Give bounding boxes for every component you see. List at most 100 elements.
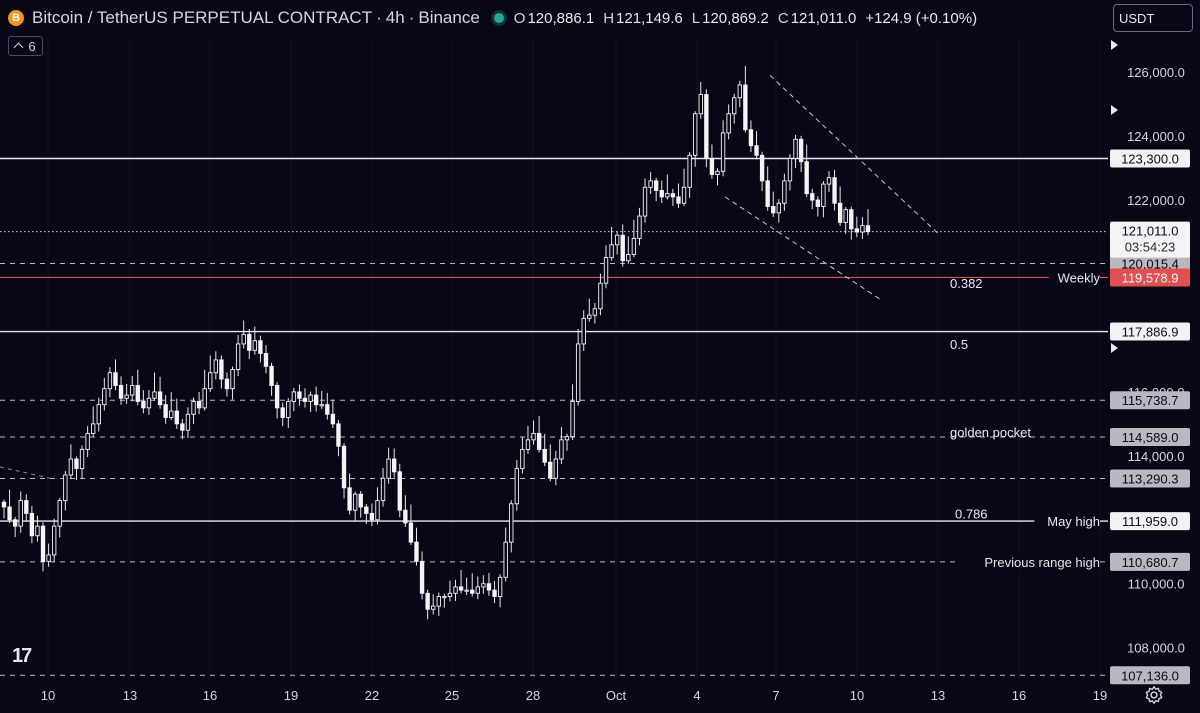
fib-level-label: 0.786 (955, 506, 988, 521)
candle-up (107, 372, 113, 390)
price-tick-label[interactable]: 122,000.0 (1127, 193, 1185, 208)
price-level-tag[interactable] (1110, 268, 1190, 287)
price-level-tag[interactable] (1110, 427, 1190, 446)
candle-up (230, 369, 235, 390)
annotation-bg (1034, 512, 1100, 531)
fib-level-label: golden pocket (950, 425, 1031, 440)
price-tick-label[interactable]: 126,000.0 (1127, 65, 1185, 80)
candle-up (68, 458, 74, 476)
price-level-tag-label: 111,959.0 (1122, 514, 1178, 529)
currency-selector[interactable]: USDT (1113, 4, 1193, 32)
time-tick-label[interactable]: 22 (365, 688, 379, 703)
annotation-bg (1048, 268, 1100, 287)
timeframe-label[interactable]: 4h (385, 8, 405, 27)
candle-down (369, 512, 375, 521)
candle-up (681, 186, 687, 204)
descending-channel[interactable] (0, 75, 941, 479)
price-level-tag[interactable] (1110, 512, 1190, 531)
price-level-tag[interactable] (1110, 552, 1190, 571)
channel-upper-line[interactable] (769, 75, 941, 236)
time-axis[interactable]: 10 13 16 19 22 25 28 Oct 4 7 10 13 16 19 (41, 688, 1107, 703)
candle-down (743, 84, 748, 131)
candle-up (35, 525, 40, 537)
candle-up (693, 113, 698, 156)
channel-lower-line[interactable] (724, 196, 881, 300)
time-tick-label[interactable]: 13 (123, 688, 137, 703)
time-tick-label[interactable]: 10 (850, 688, 864, 703)
candle-down (341, 445, 347, 489)
time-tick-label[interactable]: 10 (41, 688, 55, 703)
candle-up (720, 132, 726, 172)
exchange-label[interactable]: Binance (418, 8, 480, 27)
candle-up (252, 340, 258, 351)
candle-down (274, 385, 280, 409)
candle-up (380, 477, 386, 502)
time-tick-label[interactable]: 16 (203, 688, 217, 703)
candle-up (96, 404, 101, 425)
price-tick-label[interactable]: 114,000.0 (1128, 449, 1185, 464)
time-tick-label[interactable]: 28 (526, 688, 540, 703)
candle-up (603, 257, 609, 284)
last-price-tag[interactable] (1110, 221, 1190, 258)
symbol-legend[interactable]: B Bitcoin / TetherUS PERPETUAL CONTRACT … (8, 7, 977, 29)
candle-down (247, 333, 252, 351)
candle-up (442, 596, 447, 599)
candle-up (626, 253, 631, 262)
candle-down (486, 583, 492, 591)
time-tick-label[interactable]: 16 (1012, 688, 1026, 703)
price-level-tag-label: 120,015.4 (1121, 257, 1179, 272)
price-axis[interactable]: 126,000.0124,000.0122,000.0116,000.0114,… (1110, 40, 1190, 685)
price-level-tag[interactable] (1110, 149, 1190, 168)
gear-icon[interactable] (1143, 684, 1165, 706)
price-level-tag[interactable] (1110, 254, 1190, 273)
annotation-bg (955, 552, 1100, 571)
candle-up (447, 592, 453, 597)
price-tick-label[interactable]: 124,000.0 (1127, 129, 1185, 144)
horizontal-levels[interactable] (0, 157, 1108, 676)
price-level-tag[interactable] (1110, 666, 1190, 685)
tradingview-logo[interactable]: 17 (12, 645, 32, 667)
market-open-status-icon (493, 13, 504, 23)
candle-down (837, 202, 843, 223)
indicators-toggle-button[interactable]: 6 (8, 36, 43, 56)
scroll-arrow-icon[interactable] (1111, 40, 1118, 50)
time-tick-label[interactable]: 4 (693, 688, 700, 703)
candle-down (865, 225, 871, 233)
price-level-tag[interactable] (1110, 322, 1190, 341)
candle-up (152, 391, 157, 399)
time-tick-label[interactable]: 19 (284, 688, 298, 703)
candle-down (40, 525, 46, 562)
price-level-tag-label: 113,290.3 (1122, 472, 1179, 487)
time-tick-label[interactable]: 19 (1093, 688, 1107, 703)
symbol-title[interactable]: Bitcoin / TetherUS PERPETUAL CONTRACT (32, 8, 373, 27)
candle-up (208, 372, 213, 390)
candlesticks (1, 66, 871, 620)
candle-up (525, 439, 531, 450)
candle-down (849, 209, 854, 230)
time-tick-label[interactable]: 25 (445, 688, 459, 703)
time-tick-label[interactable]: Oct (606, 688, 627, 703)
candle-down (258, 340, 263, 354)
candle-up (63, 474, 68, 502)
candle-down (798, 138, 804, 163)
candle-up (698, 94, 703, 115)
price-tick-label[interactable]: 110,000.0 (1128, 577, 1185, 592)
candle-down (804, 161, 809, 195)
candle-down (670, 193, 676, 198)
candle-up (614, 234, 620, 246)
candle-up (375, 500, 380, 521)
candle-down (280, 407, 285, 418)
price-level-tag-label: 117,886.9 (1122, 325, 1179, 340)
candle-down (7, 506, 12, 521)
price-tick-label[interactable]: 108,000.0 (1127, 641, 1185, 656)
scroll-arrow-icon[interactable] (1111, 343, 1118, 353)
candle-down (754, 145, 759, 156)
time-tick-label[interactable]: 13 (931, 688, 945, 703)
chart-header: B Bitcoin / TetherUS PERPETUAL CONTRACT … (0, 0, 1110, 36)
trendline-left[interactable] (0, 466, 51, 479)
time-tick-label[interactable]: 7 (772, 688, 779, 703)
price-level-tag[interactable] (1110, 391, 1190, 410)
price-level-tag[interactable] (1110, 469, 1190, 488)
scroll-arrow-icon[interactable] (1111, 105, 1118, 115)
